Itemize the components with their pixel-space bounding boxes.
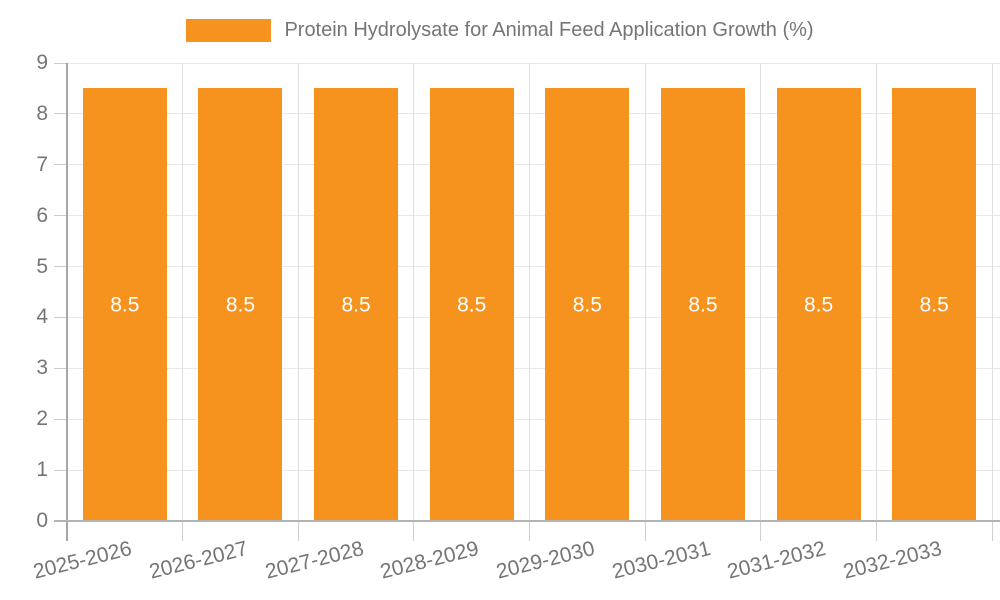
h-gridline <box>67 164 1000 166</box>
y-axis-label: 1 <box>36 458 48 482</box>
x-axis-label: 2025-2026 <box>31 537 135 584</box>
y-axis-label: 0 <box>36 509 48 532</box>
y-axis-label: 4 <box>36 305 48 329</box>
x-tick <box>644 521 646 541</box>
y-tick <box>54 266 67 268</box>
bar: 8.5 <box>82 88 167 521</box>
bar: 8.5 <box>892 88 977 521</box>
bar: 8.5 <box>198 88 283 521</box>
h-gridline <box>67 215 1000 217</box>
bar-value-label: 8.5 <box>803 293 834 317</box>
bar-value-label: 8.5 <box>110 293 140 317</box>
y-axis-line <box>66 63 68 541</box>
legend: Protein Hydrolysate for Animal Feed Appl… <box>0 19 1000 42</box>
y-axis-label: 2 <box>36 407 48 431</box>
v-gridline <box>529 63 530 521</box>
y-axis-label: 3 <box>36 356 48 380</box>
x-axis-label: 2032-2033 <box>840 537 944 584</box>
bar: 8.5 <box>776 88 861 521</box>
v-gridline <box>875 63 877 521</box>
x-axis-label: 2027-2028 <box>262 537 366 584</box>
v-gridline <box>297 63 299 521</box>
h-gridline <box>67 266 1000 268</box>
x-axis-label: 2030-2031 <box>609 537 713 584</box>
h-gridline <box>67 418 1000 420</box>
h-gridline <box>67 367 1000 369</box>
x-axis-label: 2031-2032 <box>725 537 829 584</box>
bar: 8.5 <box>545 88 630 521</box>
bar-value-label: 8.5 <box>225 293 256 317</box>
y-axis-label: 6 <box>36 203 48 227</box>
x-tick <box>991 521 993 541</box>
plot-area: 8.5 8.5 8.5 8.5 8.5 8.5 8.5 8.5 <box>54 62 1000 541</box>
y-tick <box>54 418 67 420</box>
y-tick <box>54 62 67 64</box>
x-axis-labels: 2025-2026 2026-2027 2027-2028 2028-2029 2029… <box>0 537 1000 600</box>
bar-value-label: 8.5 <box>572 293 602 317</box>
x-axis-label: 2029-2030 <box>493 537 597 584</box>
v-gridline <box>413 63 415 521</box>
h-gridline <box>67 316 1000 318</box>
bar-value-label: 8.5 <box>688 293 718 317</box>
y-axis-label: 7 <box>36 152 48 176</box>
h-gridline <box>67 469 1000 471</box>
y-tick <box>54 164 67 166</box>
v-gridline <box>182 63 184 521</box>
x-axis-label: 2026-2027 <box>146 537 251 584</box>
y-axis-label: 9 <box>36 51 48 74</box>
v-gridline <box>760 63 762 521</box>
x-tick <box>760 521 762 541</box>
y-tick <box>54 215 67 217</box>
v-gridline <box>991 63 993 521</box>
y-tick <box>54 316 67 318</box>
bar-value-label: 8.5 <box>919 293 949 317</box>
legend-label: Protein Hydrolysate for Animal Feed Appl… <box>284 19 814 41</box>
bar-value-label: 8.5 <box>341 293 371 317</box>
y-axis-label: 8 <box>36 101 48 125</box>
y-axis-label: 5 <box>36 254 48 278</box>
bar: 8.5 <box>314 88 399 521</box>
legend-swatch <box>186 19 272 42</box>
bar: 8.5 <box>660 88 745 521</box>
x-tick <box>182 521 184 541</box>
x-tick <box>297 521 299 541</box>
x-tick <box>875 521 877 541</box>
bar: 8.5 <box>429 88 514 521</box>
v-gridline <box>644 63 646 521</box>
x-axis-label: 2028-2029 <box>378 537 482 584</box>
bar-value-label: 8.5 <box>457 293 487 317</box>
y-tick <box>54 469 67 471</box>
x-axis-line <box>54 520 1000 522</box>
h-gridline <box>67 113 1000 115</box>
y-axis-labels: 0 1 2 3 4 5 6 7 8 9 <box>0 51 48 532</box>
x-tick <box>529 521 530 541</box>
x-tick <box>413 521 415 541</box>
y-tick <box>54 113 67 115</box>
h-gridline <box>67 62 1000 64</box>
y-tick <box>54 367 67 369</box>
